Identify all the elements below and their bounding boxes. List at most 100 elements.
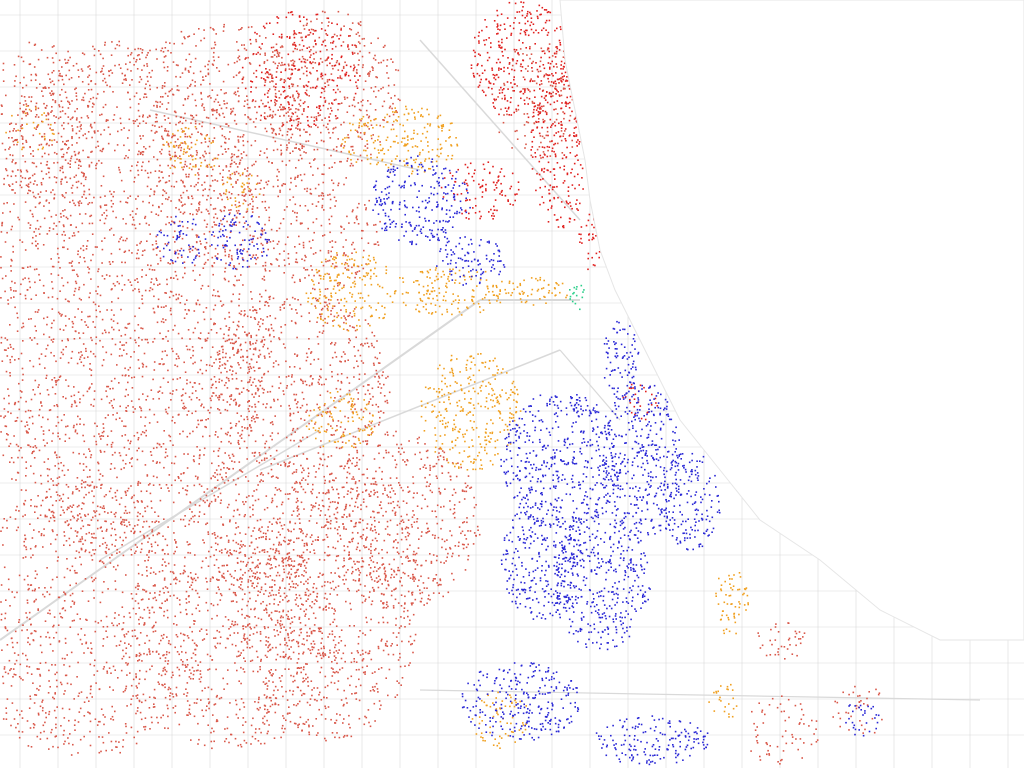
dot-salmon bbox=[255, 258, 258, 261]
dot-salmon bbox=[101, 318, 104, 321]
dot-salmon bbox=[130, 703, 132, 706]
dot-salmon bbox=[137, 572, 140, 575]
dot-salmon bbox=[141, 51, 143, 54]
dot-salmon bbox=[151, 626, 154, 629]
dot-salmon bbox=[53, 151, 56, 154]
dot-salmon bbox=[251, 735, 254, 738]
dot-salmon bbox=[269, 557, 272, 560]
dot-salmon bbox=[236, 669, 238, 672]
dot-salmon bbox=[104, 81, 107, 84]
dot-salmon bbox=[223, 688, 225, 690]
dot-salmon bbox=[64, 740, 66, 743]
dot-salmon bbox=[108, 74, 111, 77]
dot-salmon bbox=[332, 621, 334, 623]
dot-salmon bbox=[342, 704, 345, 707]
dot-salmon bbox=[95, 336, 98, 338]
dot-salmon bbox=[21, 136, 24, 138]
dot-salmon bbox=[248, 190, 250, 192]
dot-salmon bbox=[24, 514, 26, 516]
dot-salmon bbox=[302, 467, 304, 470]
dot-salmon bbox=[71, 269, 74, 272]
dot-salmon bbox=[333, 608, 336, 610]
dot-salmon bbox=[296, 509, 299, 512]
dot-salmon bbox=[160, 49, 162, 52]
dot-salmon bbox=[18, 736, 21, 739]
dot-salmon bbox=[40, 534, 43, 537]
dot-salmon bbox=[59, 438, 61, 440]
dot-salmon bbox=[266, 719, 268, 722]
dot-salmon bbox=[288, 588, 291, 591]
dot-salmon bbox=[161, 570, 164, 572]
dot-salmon bbox=[191, 588, 194, 591]
dot-salmon bbox=[133, 494, 135, 497]
dot-salmon bbox=[308, 618, 310, 620]
dot-salmon bbox=[310, 606, 313, 609]
dot-salmon bbox=[268, 538, 271, 540]
dot-salmon bbox=[409, 619, 411, 622]
dot-salmon bbox=[242, 574, 244, 576]
dot-salmon bbox=[57, 379, 60, 381]
dot-salmon bbox=[232, 455, 235, 457]
dot-salmon bbox=[158, 170, 161, 172]
dot-salmon bbox=[116, 412, 118, 414]
dot-salmon bbox=[405, 526, 408, 528]
dot-salmon bbox=[279, 517, 281, 520]
dot-salmon bbox=[7, 672, 10, 675]
dot-salmon bbox=[321, 637, 323, 640]
dot-salmon bbox=[295, 480, 298, 483]
dot-salmon bbox=[242, 259, 245, 262]
dot-salmon bbox=[9, 605, 11, 607]
dot-salmon bbox=[279, 623, 281, 625]
dot-salmon bbox=[409, 560, 411, 562]
dot-salmon bbox=[295, 501, 298, 504]
dot-salmon bbox=[243, 639, 246, 641]
dot-salmon bbox=[198, 255, 201, 258]
dot-salmon bbox=[29, 227, 31, 229]
dot-salmon bbox=[75, 119, 78, 121]
dot-salmon bbox=[411, 594, 414, 596]
dot-salmon bbox=[270, 674, 273, 676]
dot-salmon bbox=[246, 210, 249, 212]
dot-salmon bbox=[313, 549, 315, 551]
dot-salmon bbox=[118, 169, 121, 171]
dot-salmon bbox=[405, 502, 408, 504]
dot-salmon bbox=[79, 356, 82, 358]
dot-salmon bbox=[82, 249, 85, 252]
dot-salmon bbox=[262, 601, 264, 603]
dot-salmon bbox=[84, 213, 87, 215]
dot-salmon bbox=[81, 538, 84, 540]
dot-salmon bbox=[15, 479, 17, 481]
dot-salmon bbox=[178, 413, 180, 416]
dot-salmon bbox=[101, 275, 104, 277]
dot-salmon bbox=[193, 520, 195, 523]
dot-salmon bbox=[66, 248, 69, 250]
dot-salmon bbox=[257, 740, 260, 742]
dot-salmon bbox=[186, 313, 188, 315]
dot-salmon bbox=[373, 588, 375, 591]
dot-salmon bbox=[237, 172, 240, 175]
dot-salmon bbox=[120, 129, 123, 131]
dot-salmon bbox=[131, 223, 134, 226]
dot-salmon bbox=[329, 473, 331, 476]
dot-salmon bbox=[129, 169, 132, 172]
dot-salmon bbox=[70, 651, 73, 654]
dot-salmon bbox=[384, 528, 387, 530]
dot-salmon bbox=[264, 705, 267, 707]
dot-salmon bbox=[254, 738, 257, 740]
dot-salmon bbox=[14, 630, 17, 633]
dot-salmon bbox=[131, 457, 133, 459]
dot-salmon bbox=[144, 510, 147, 513]
dot-salmon bbox=[175, 358, 178, 360]
dot-salmon bbox=[257, 709, 260, 711]
dot-salmon bbox=[121, 82, 124, 84]
dot-salmon bbox=[146, 505, 149, 508]
dot-salmon bbox=[251, 198, 253, 200]
dot-salmon bbox=[152, 650, 154, 653]
dot-salmon bbox=[78, 551, 80, 554]
dot-salmon bbox=[129, 281, 132, 283]
dot-salmon bbox=[5, 370, 8, 373]
dot-salmon bbox=[163, 633, 165, 636]
dot-salmon bbox=[31, 537, 34, 539]
